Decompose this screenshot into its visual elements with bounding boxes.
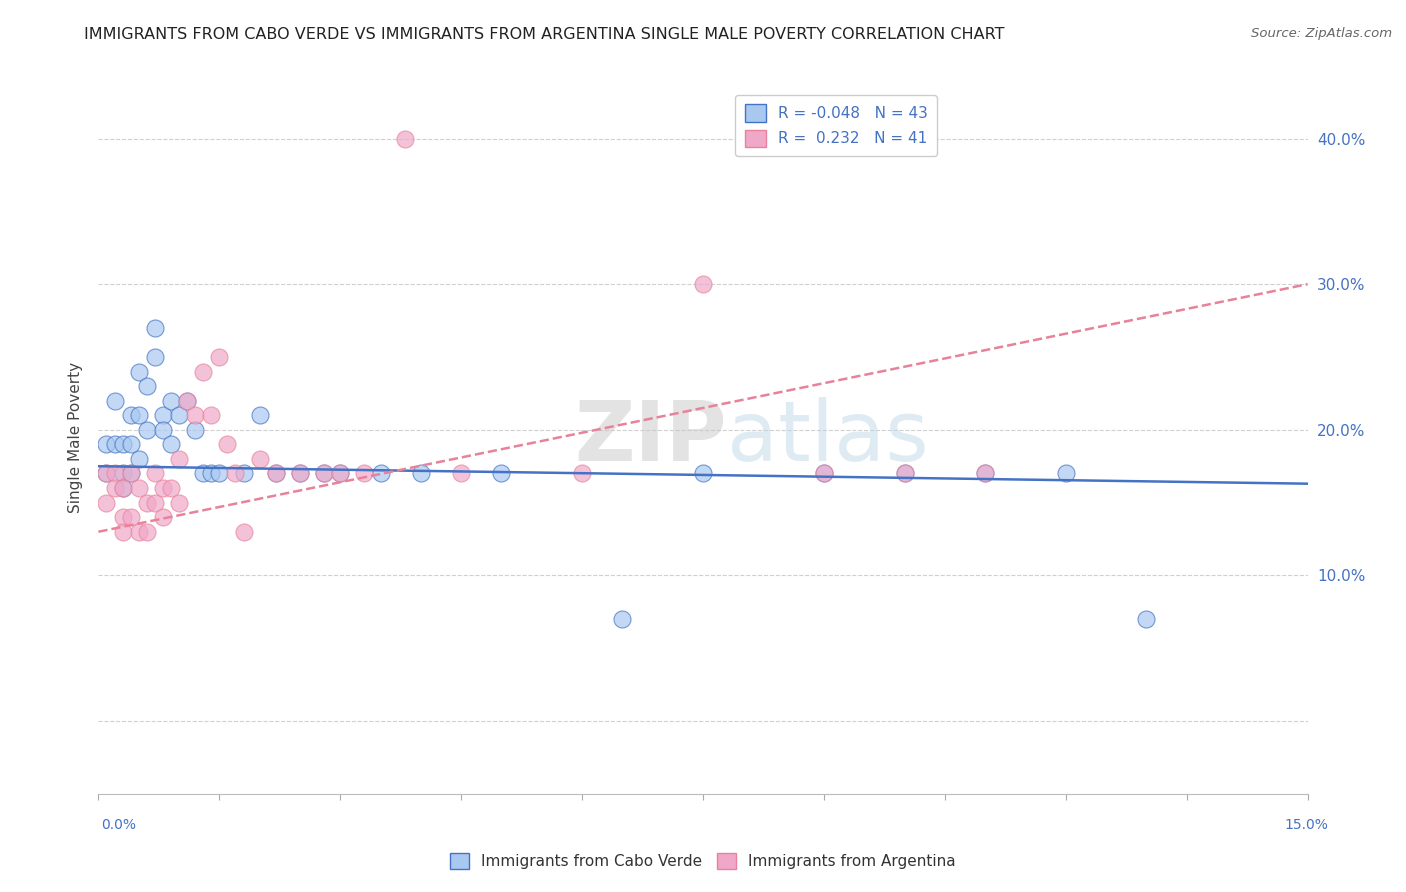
Point [893, 467, 915, 481]
Point [152, 510, 174, 524]
Point [193, 467, 215, 481]
Point [1054, 467, 1077, 481]
Point [152, 423, 174, 437]
Point [353, 467, 375, 481]
Point [135, 495, 157, 509]
Point [176, 393, 198, 408]
Text: IMMIGRANTS FROM CABO VERDE VS IMMIGRANTS FROM ARGENTINA SINGLE MALE POVERTY CORR: IMMIGRANTS FROM CABO VERDE VS IMMIGRANTS… [84, 27, 1005, 42]
Point [692, 277, 714, 292]
Point [974, 467, 997, 481]
Point [692, 467, 714, 481]
Point [249, 451, 271, 466]
Point [232, 467, 254, 481]
Point [224, 467, 246, 481]
Point [152, 481, 174, 495]
Point [974, 467, 997, 481]
Point [143, 321, 166, 335]
Point [200, 409, 222, 423]
Point [111, 481, 134, 495]
Point [314, 467, 336, 481]
Point [160, 481, 183, 495]
Point [232, 524, 254, 539]
Point [184, 409, 207, 423]
Point [160, 393, 183, 408]
Point [143, 467, 166, 481]
Point [893, 467, 915, 481]
Point [143, 350, 166, 364]
Point [167, 409, 190, 423]
Point [1135, 612, 1157, 626]
Point [184, 423, 207, 437]
Legend: Immigrants from Cabo Verde, Immigrants from Argentina: Immigrants from Cabo Verde, Immigrants f… [444, 847, 962, 875]
Point [120, 467, 142, 481]
Point [128, 409, 150, 423]
Point [120, 467, 142, 481]
Point [167, 451, 190, 466]
Point [208, 350, 231, 364]
Point [128, 481, 150, 495]
Point [96, 467, 118, 481]
Point [135, 379, 157, 393]
Point [491, 467, 513, 481]
Point [120, 409, 142, 423]
Point [128, 365, 150, 379]
Point [264, 467, 287, 481]
Point [143, 495, 166, 509]
Text: 0.0%: 0.0% [101, 818, 136, 832]
Point [167, 495, 190, 509]
Point [103, 393, 125, 408]
Point [329, 467, 352, 481]
Point [135, 423, 157, 437]
Point [96, 495, 118, 509]
Point [394, 131, 416, 145]
Text: ZIP: ZIP [575, 397, 727, 477]
Point [612, 612, 634, 626]
Y-axis label: Single Male Poverty: Single Male Poverty [67, 361, 83, 513]
Text: atlas: atlas [727, 397, 929, 477]
Point [813, 467, 835, 481]
Point [128, 524, 150, 539]
Point [200, 467, 222, 481]
Point [120, 437, 142, 451]
Point [288, 467, 311, 481]
Point [176, 393, 198, 408]
Point [571, 467, 593, 481]
Point [152, 409, 174, 423]
Point [813, 467, 835, 481]
Point [111, 510, 134, 524]
Point [249, 409, 271, 423]
Point [288, 467, 311, 481]
Point [96, 467, 118, 481]
Point [96, 437, 118, 451]
Point [409, 467, 432, 481]
Point [370, 467, 392, 481]
Point [160, 437, 183, 451]
Point [111, 481, 134, 495]
Point [450, 467, 472, 481]
Point [135, 524, 157, 539]
Text: 15.0%: 15.0% [1285, 818, 1329, 832]
Point [120, 510, 142, 524]
Point [329, 467, 352, 481]
Point [103, 467, 125, 481]
Point [264, 467, 287, 481]
Point [193, 365, 215, 379]
Point [111, 467, 134, 481]
Point [314, 467, 336, 481]
Point [208, 467, 231, 481]
Point [103, 481, 125, 495]
Legend: R = -0.048   N = 43, R =  0.232   N = 41: R = -0.048 N = 43, R = 0.232 N = 41 [735, 95, 938, 156]
Point [111, 524, 134, 539]
Point [128, 451, 150, 466]
Text: Source: ZipAtlas.com: Source: ZipAtlas.com [1251, 27, 1392, 40]
Point [111, 437, 134, 451]
Point [103, 437, 125, 451]
Point [217, 437, 239, 451]
